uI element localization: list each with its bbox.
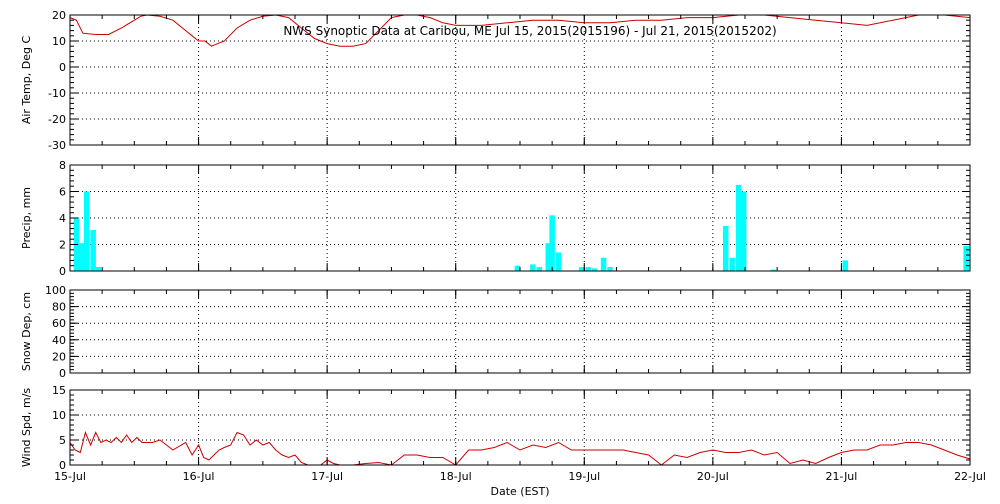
precip-bar [549, 215, 555, 271]
precip-bar [78, 243, 85, 271]
y-tick-label: 20 [52, 9, 66, 22]
precip-bar [585, 267, 591, 271]
snow-depth-ylabel: Snow Dep, cm [20, 292, 33, 371]
panel-frame [69, 289, 971, 374]
y-tick-label: 100 [45, 284, 66, 297]
y-tick-label: 0 [59, 459, 66, 472]
x-tick-label: 20-Jul [697, 470, 729, 483]
precip-bar [83, 191, 90, 271]
precip-bar [555, 252, 562, 271]
precip-bar [90, 229, 96, 271]
y-tick-label: 0 [59, 265, 66, 278]
x-tick-label: 22-Jul [954, 470, 986, 483]
precip-bar [735, 184, 742, 271]
wind-speed-ylabel: Wind Spd, m/s [20, 388, 33, 468]
y-tick-label: 0 [59, 367, 66, 380]
precip-bar [578, 267, 585, 271]
panel-frame [69, 389, 971, 466]
air-temp-ylabel: Air Temp, Deg C [20, 36, 33, 125]
precip-bar [600, 257, 607, 271]
precip-bar [722, 225, 729, 271]
y-tick-label: 0 [59, 61, 66, 74]
precip-bar [536, 267, 543, 271]
precip-ylabel: Precip, mm [20, 187, 33, 249]
precip-bar [514, 265, 521, 271]
y-tick-label: 2 [59, 239, 66, 252]
y-tick-label: 6 [59, 186, 66, 199]
precip-bar [842, 260, 849, 271]
y-tick-label: 20 [52, 350, 66, 363]
precip-bar [770, 269, 777, 271]
x-axis-label: Date (EST) [490, 485, 549, 498]
precip-bar [530, 264, 536, 271]
chart-title: NWS Synoptic Data at Caribou, ME Jul 15,… [283, 24, 776, 38]
x-tick-label: 18-Jul [440, 470, 472, 483]
precip-bar [607, 267, 613, 271]
precip-bar [729, 257, 735, 271]
x-tick-label: 15-Jul [54, 470, 86, 483]
y-tick-label: 10 [52, 409, 66, 422]
precip-bar [963, 245, 969, 271]
y-tick-label: -30 [48, 139, 66, 152]
y-tick-label: 10 [52, 35, 66, 48]
y-tick-label: 80 [52, 301, 66, 314]
y-tick-label: 15 [52, 384, 66, 397]
x-tick-label: 19-Jul [568, 470, 600, 483]
x-tick-label: 17-Jul [311, 470, 343, 483]
x-tick-label: 21-Jul [825, 470, 857, 483]
precip-bar [740, 191, 747, 271]
precip-bar [545, 243, 552, 271]
y-tick-label: 4 [59, 212, 66, 225]
y-tick-label: 8 [59, 159, 66, 172]
y-tick-label: -20 [48, 113, 66, 126]
y-tick-label: 40 [52, 334, 66, 347]
wind-speed-line [69, 430, 971, 466]
y-tick-label: -10 [48, 87, 66, 100]
y-tick-label: 60 [52, 317, 66, 330]
y-tick-label: 5 [59, 434, 66, 447]
x-tick-label: 16-Jul [183, 470, 215, 483]
precip-bar [591, 268, 598, 271]
precip-bar [95, 267, 102, 271]
